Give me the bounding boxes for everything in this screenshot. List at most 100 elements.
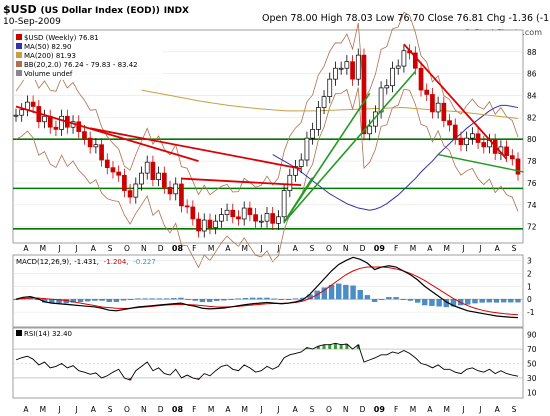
- x-axis-month-label: M: [443, 244, 449, 253]
- price-candle: [401, 50, 407, 67]
- x-axis-month-label: S: [310, 405, 315, 414]
- bollinger-upper: [15, 11, 519, 196]
- x-axis-month-label: J: [58, 244, 61, 253]
- legend-background: [15, 32, 163, 80]
- legend-entry: MA(50) 82.90: [24, 43, 71, 51]
- x-axis-year-label: 08: [172, 244, 184, 253]
- rsi-y-tick: 50: [527, 360, 537, 369]
- legend-swatch: [16, 43, 22, 49]
- price-candle: [19, 109, 25, 116]
- x-axis-month-label: O: [326, 405, 332, 414]
- macd-histogram-bar: [135, 298, 141, 300]
- price-candle: [110, 167, 116, 173]
- macd-histogram-bar: [149, 298, 155, 300]
- price-candle: [173, 183, 179, 195]
- price-candle: [344, 61, 350, 69]
- legend-entry: BB(20,2.0) 76.24 - 79.83 - 83.42: [24, 61, 138, 69]
- price-y-tick: 84: [527, 92, 537, 101]
- macd-histogram-bar: [336, 283, 342, 300]
- macd-histogram-bar: [192, 299, 198, 301]
- price-candle: [253, 214, 258, 222]
- macd-signal-line: [15, 266, 519, 316]
- macd-histogram-bar: [235, 298, 241, 300]
- price-y-tick: 78: [527, 157, 537, 166]
- price-y-tick: 86: [527, 70, 537, 79]
- rsi-y-tick: 10: [527, 388, 537, 397]
- ma200-line: [141, 89, 519, 119]
- macd-legend-entry: -1.431,: [74, 258, 99, 266]
- price-candle: [30, 101, 36, 107]
- macd-histogram-bar: [350, 285, 356, 300]
- exchange: INDX: [163, 6, 189, 16]
- bollinger-lower: [15, 87, 519, 269]
- fan-line: [283, 70, 416, 223]
- price-candle: [190, 206, 196, 220]
- price-candle: [418, 67, 424, 91]
- macd-histogram-bar: [429, 299, 435, 306]
- legend-swatch: [16, 330, 22, 336]
- x-axis-month-label: J: [276, 405, 279, 414]
- price-candle: [338, 67, 344, 70]
- price-y-tick: 82: [527, 113, 537, 122]
- x-axis-month-label: F: [192, 405, 196, 414]
- macd-histogram-bar: [400, 299, 406, 300]
- price-candle: [435, 102, 441, 113]
- macd-histogram-bar: [242, 298, 249, 300]
- x-axis-month-label: M: [208, 405, 214, 414]
- macd-legend-entry: MACD(12,26,9),: [16, 258, 71, 266]
- macd-y-tick: -1: [527, 308, 535, 317]
- x-axis-month-label: S: [512, 405, 517, 414]
- x-axis-month-label: F: [394, 405, 398, 414]
- macd-histogram-bar: [228, 299, 234, 300]
- price-candle: [384, 85, 390, 89]
- macd-histogram-bar: [357, 290, 363, 300]
- macd-histogram-bar: [414, 299, 421, 303]
- x-axis-month-label: D: [360, 244, 366, 253]
- chart-symbol: $USD (US Dollar Index (EOD)) INDX: [3, 3, 189, 16]
- x-axis-month-label: D: [158, 244, 164, 253]
- x-axis-month-label: J: [478, 244, 481, 253]
- x-axis-month-label: J: [461, 405, 464, 414]
- x-axis-month-label: S: [108, 244, 113, 253]
- macd-y-tick: 1: [527, 282, 532, 291]
- price-candle: [447, 120, 452, 126]
- rsi-y-tick: 90: [527, 331, 537, 340]
- macd-histogram-bar: [199, 299, 206, 302]
- price-candle: [321, 96, 327, 108]
- price-candle: [219, 214, 224, 222]
- x-axis-month-label: A: [23, 244, 29, 253]
- macd-legend-entry: -0.227: [133, 258, 156, 266]
- macd-histogram-bar: [171, 298, 177, 300]
- price-candle: [184, 205, 190, 208]
- price-candle: [270, 213, 276, 224]
- price-candle: [481, 142, 487, 148]
- macd-histogram-bar: [465, 299, 471, 305]
- price-candle: [230, 209, 236, 218]
- rsi-y-tick: 70: [527, 345, 537, 354]
- legend-entry: Volume undef: [24, 70, 73, 78]
- price-candle: [470, 133, 475, 139]
- price-candle: [104, 159, 110, 168]
- price-candle: [390, 67, 395, 87]
- x-axis-month-label: J: [478, 405, 481, 414]
- price-candle: [201, 219, 207, 232]
- macd-histogram-bar: [450, 299, 457, 307]
- macd-histogram-bar: [371, 299, 378, 302]
- x-axis-month-label: D: [158, 405, 164, 414]
- fan-line: [437, 153, 524, 173]
- price-candle: [241, 207, 247, 220]
- x-axis-month-label: M: [242, 244, 248, 253]
- rsi-y-tick: 30: [527, 374, 537, 383]
- trend-line: [89, 127, 302, 170]
- macd-histogram-bar: [422, 299, 428, 306]
- x-axis-month-label: S: [512, 244, 517, 253]
- x-axis-month-label: F: [192, 244, 196, 253]
- price-candle: [76, 121, 82, 132]
- x-axis-month-label: A: [495, 244, 501, 253]
- x-axis-month-label: A: [91, 405, 97, 414]
- legend-swatch: [16, 34, 22, 40]
- macd-histogram-bar: [257, 297, 263, 300]
- price-candle: [395, 65, 401, 69]
- x-axis-month-label: O: [124, 244, 130, 253]
- macd-histogram-bar: [106, 299, 112, 302]
